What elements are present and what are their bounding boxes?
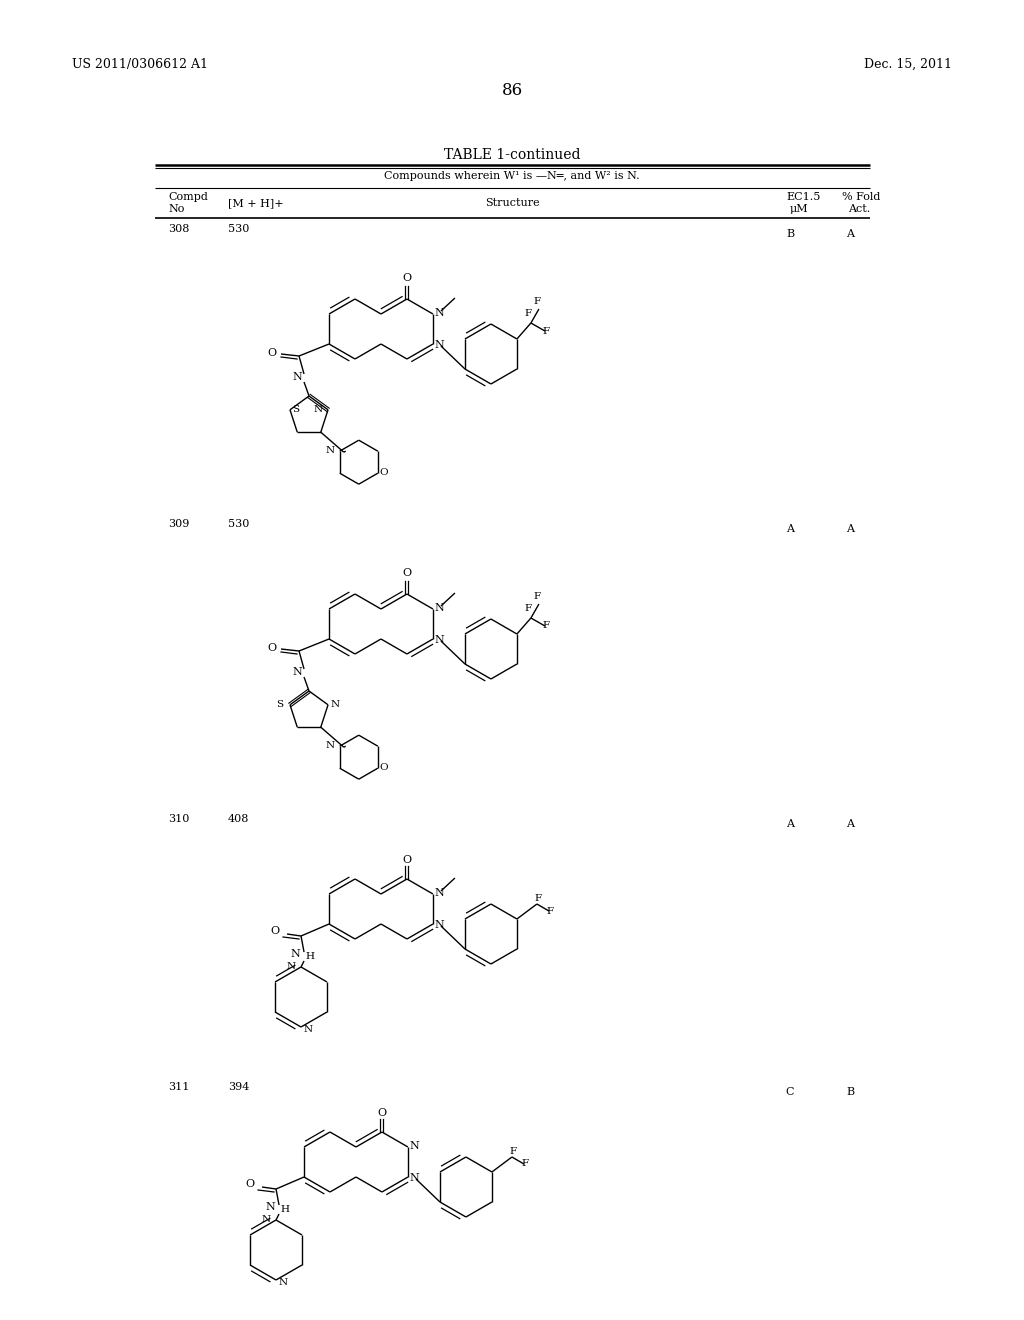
Text: N: N <box>435 920 444 931</box>
Text: N: N <box>290 949 300 960</box>
Text: F: F <box>510 1147 517 1156</box>
Text: A: A <box>786 818 794 829</box>
Text: N: N <box>292 667 302 677</box>
Text: 530: 530 <box>228 519 250 529</box>
Text: N: N <box>410 1140 420 1151</box>
Text: F: F <box>524 605 531 612</box>
Text: O: O <box>402 855 412 865</box>
Text: % Fold: % Fold <box>842 191 881 202</box>
Text: F: F <box>543 326 550 335</box>
Text: O: O <box>402 568 412 578</box>
Text: N: N <box>435 603 444 612</box>
Text: N: N <box>435 888 444 898</box>
Text: No: No <box>168 205 184 214</box>
Text: N: N <box>410 1173 420 1183</box>
Text: Compd: Compd <box>168 191 208 202</box>
Text: N: N <box>326 446 334 455</box>
Text: O: O <box>378 1107 386 1118</box>
Text: 310: 310 <box>168 814 189 824</box>
Text: 311: 311 <box>168 1082 189 1092</box>
Text: Compounds wherein W¹ is —N═, and W² is N.: Compounds wherein W¹ is —N═, and W² is N… <box>384 172 640 181</box>
Text: F: F <box>534 297 541 306</box>
Text: N: N <box>279 1278 287 1287</box>
Text: EC1.5: EC1.5 <box>786 191 820 202</box>
Text: 394: 394 <box>228 1082 250 1092</box>
Text: A: A <box>786 524 794 535</box>
Text: 308: 308 <box>168 224 189 234</box>
Text: O: O <box>380 469 388 478</box>
Text: O: O <box>402 273 412 282</box>
Text: C: C <box>785 1086 795 1097</box>
Text: O: O <box>246 1179 255 1189</box>
Text: N: N <box>261 1214 270 1224</box>
Text: F: F <box>524 309 531 318</box>
Text: O: O <box>380 763 388 772</box>
Text: 408: 408 <box>228 814 250 824</box>
Text: 530: 530 <box>228 224 250 234</box>
Text: 309: 309 <box>168 519 189 529</box>
Text: H: H <box>305 952 314 961</box>
Text: B: B <box>846 1086 854 1097</box>
Text: F: F <box>535 894 542 903</box>
Text: O: O <box>267 643 276 653</box>
Text: A: A <box>846 228 854 239</box>
Text: [M + H]+: [M + H]+ <box>228 198 284 209</box>
Text: N: N <box>435 635 444 645</box>
Text: Act.: Act. <box>848 205 870 214</box>
Text: N: N <box>435 308 444 318</box>
Text: N: N <box>326 742 334 750</box>
Text: F: F <box>534 591 541 601</box>
Text: S: S <box>292 405 299 413</box>
Text: N: N <box>265 1203 274 1212</box>
Text: H: H <box>280 1205 289 1214</box>
Text: μM: μM <box>790 205 809 214</box>
Text: F: F <box>547 907 554 916</box>
Text: N: N <box>287 962 296 972</box>
Text: F: F <box>543 622 550 631</box>
Text: 86: 86 <box>502 82 522 99</box>
Text: O: O <box>270 927 280 936</box>
Text: N: N <box>303 1026 312 1034</box>
Text: F: F <box>522 1159 529 1168</box>
Text: S: S <box>276 700 284 709</box>
Text: TABLE 1-continued: TABLE 1-continued <box>443 148 581 162</box>
Text: N: N <box>330 700 339 709</box>
Text: N: N <box>292 372 302 381</box>
Text: US 2011/0306612 A1: US 2011/0306612 A1 <box>72 58 208 71</box>
Text: B: B <box>786 228 794 239</box>
Text: N: N <box>313 405 323 413</box>
Text: N: N <box>435 341 444 350</box>
Text: A: A <box>846 524 854 535</box>
Text: O: O <box>267 348 276 358</box>
Text: Dec. 15, 2011: Dec. 15, 2011 <box>864 58 952 71</box>
Text: Structure: Structure <box>484 198 540 209</box>
Text: A: A <box>846 818 854 829</box>
